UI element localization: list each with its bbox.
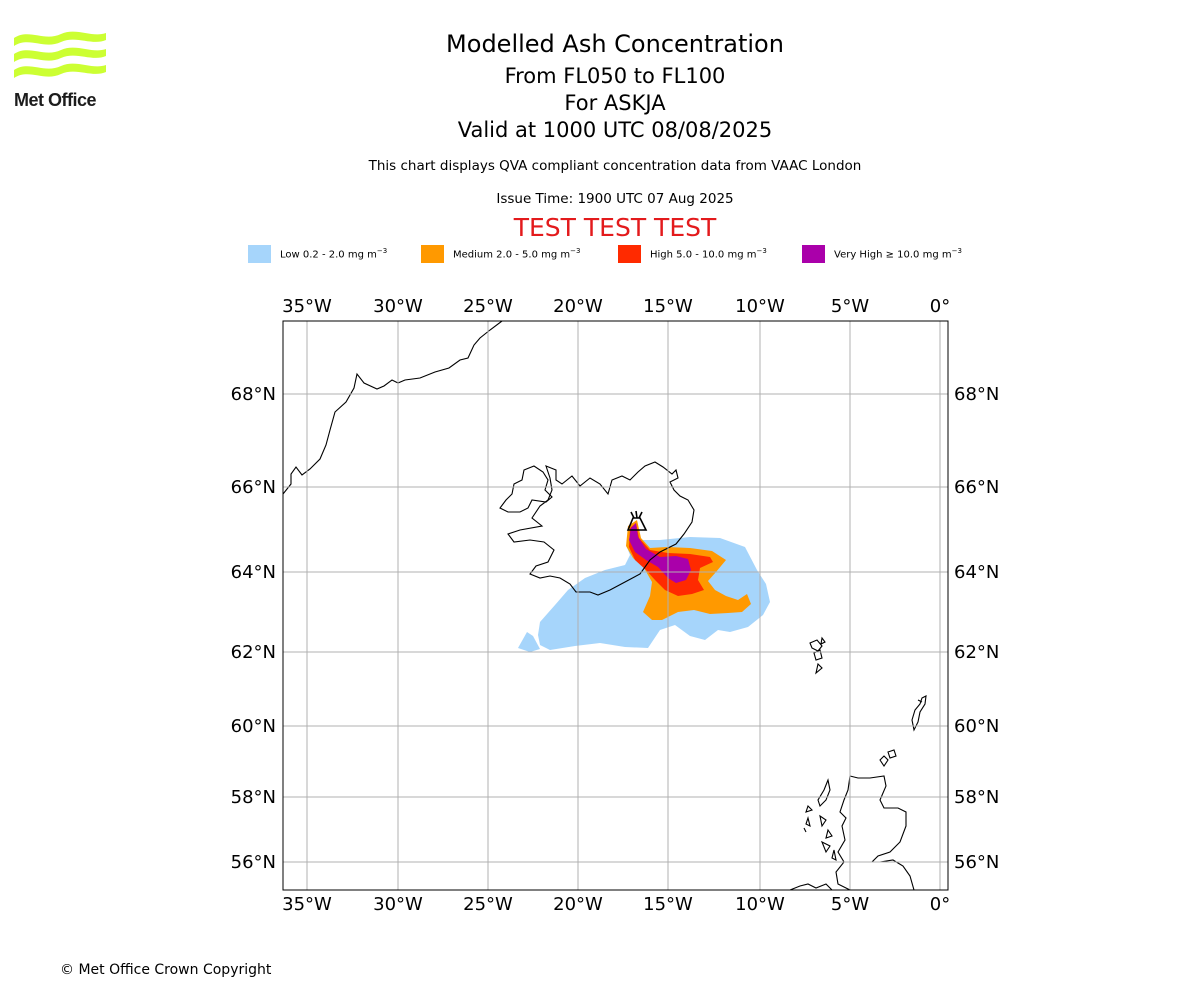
lon-label: 5°W [831,296,869,317]
compliance-note: This chart displays QVA compliant concen… [368,158,862,174]
lon-label: 10°W [735,296,785,317]
lon-labels-bottom: 35°W 30°W 25°W 20°W 15°W 10°W 5°W 0° [282,894,950,915]
map-area [283,321,948,890]
volcano-name: For ASKJA [564,91,666,115]
test-banner: TEST TEST TEST [513,213,717,242]
lat-label: 62°N [231,642,276,663]
lon-label: 0° [930,894,950,915]
ireland-coast [789,883,833,890]
valid-time: Valid at 1000 UTC 08/08/2025 [457,118,773,142]
lon-label: 30°W [373,296,423,317]
map-frame [282,320,949,891]
lon-label: 10°W [735,894,785,915]
legend-swatch-medium [421,245,444,263]
greenland-coast [283,321,503,495]
legend-item-low: Low 0.2 - 2.0 mg m−3 [248,244,387,264]
scotland-coast [835,775,915,890]
legend-label-high: High 5.0 - 10.0 mg m−3 [650,247,767,261]
met-office-wave-icon [14,31,106,78]
lat-label: 58°N [231,787,276,808]
hebrides-islands [803,749,897,861]
lat-label: 58°N [954,787,999,808]
lat-label: 64°N [954,562,999,583]
legend-swatch-low [248,245,271,263]
legend-swatch-very-high [802,245,825,263]
gridlines [283,321,948,890]
legend-label-low: Low 0.2 - 2.0 mg m−3 [280,247,388,261]
lon-label: 25°W [463,296,513,317]
issue-time: Issue Time: 1900 UTC 07 Aug 2025 [496,191,734,207]
lon-labels-top: 35°W 30°W 25°W 20°W 15°W 10°W 5°W 0° [282,296,950,317]
lat-label: 66°N [231,477,276,498]
lon-label: 35°W [282,894,332,915]
lon-label: 25°W [463,894,513,915]
ash-very-high-region [629,523,691,583]
lon-label: 30°W [373,894,423,915]
ash-low-fragment [518,632,540,652]
lat-label: 68°N [954,384,999,405]
lat-label: 56°N [954,852,999,873]
lat-labels-left: 68°N 66°N 64°N 62°N 60°N 58°N 56°N [231,384,276,873]
legend: Low 0.2 - 2.0 mg m−3 Medium 2.0 - 5.0 mg… [0,244,1200,266]
lat-label: 60°N [231,716,276,737]
chart-title: Modelled Ash Concentration [446,30,784,58]
lat-labels-right: 68°N 66°N 64°N 62°N 60°N 58°N 56°N [954,384,999,873]
lon-label: 15°W [643,894,693,915]
lon-label: 5°W [831,894,869,915]
legend-swatch-high [618,245,641,263]
lat-label: 60°N [954,716,999,737]
copyright: © Met Office Crown Copyright [60,962,272,978]
logo-text: Met Office [14,90,97,110]
faroe-islands [809,636,826,675]
iceland-coast [499,461,695,596]
lon-label: 15°W [643,296,693,317]
legend-label-medium: Medium 2.0 - 5.0 mg m−3 [453,247,581,261]
lat-label: 56°N [231,852,276,873]
legend-label-very-high: Very High ≥ 10.0 mg m−3 [834,247,962,261]
legend-item-high: High 5.0 - 10.0 mg m−3 [618,244,767,264]
met-office-logo: Met Office [14,30,108,112]
lon-label: 35°W [282,296,332,317]
legend-item-medium: Medium 2.0 - 5.0 mg m−3 [421,244,580,264]
lon-label: 0° [930,296,950,317]
lat-label: 68°N [231,384,276,405]
lon-label: 20°W [553,296,603,317]
legend-item-very-high: Very High ≥ 10.0 mg m−3 [802,244,962,264]
volcano-icon [626,510,648,531]
lat-label: 66°N [954,477,999,498]
flight-level-range: From FL050 to FL100 [504,64,726,88]
lon-label: 20°W [553,894,603,915]
lat-label: 64°N [231,562,276,583]
shetland-islands [911,695,927,732]
lat-label: 62°N [954,642,999,663]
